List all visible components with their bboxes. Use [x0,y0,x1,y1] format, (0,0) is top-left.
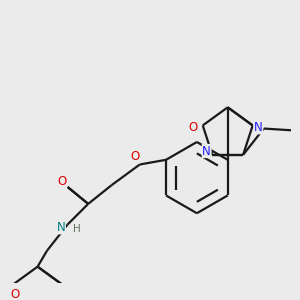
Text: N: N [57,221,65,234]
Text: N: N [202,145,211,158]
Text: H: H [73,224,81,234]
Text: O: O [130,150,140,163]
Text: O: O [189,121,198,134]
Text: O: O [57,175,67,188]
Text: O: O [11,288,20,300]
Text: N: N [254,121,263,134]
